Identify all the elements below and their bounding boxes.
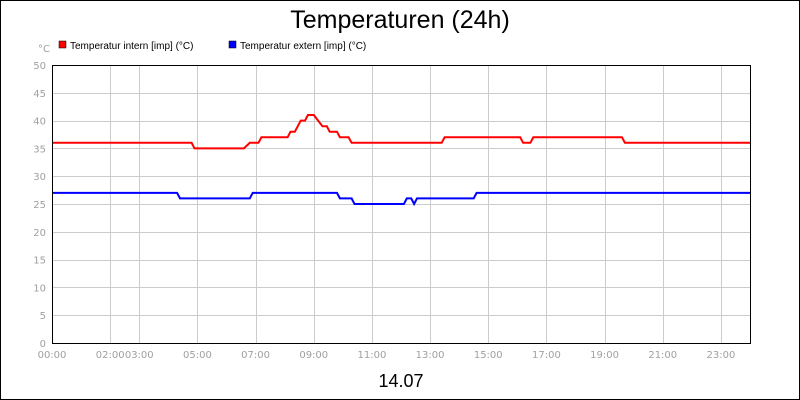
x-tick-label: 19:00	[590, 350, 619, 361]
legend: Temperatur intern [imp] (°C) Temperatur e…	[58, 40, 366, 52]
series-lines	[52, 114, 750, 207]
x-tick-label: 21:00	[648, 350, 677, 361]
chart-title: Temperaturen (24h)	[290, 6, 510, 34]
legend-swatch	[58, 40, 67, 49]
x-tick-label: 02:00	[96, 350, 125, 361]
y-tick-label: 45	[33, 89, 46, 100]
y-tick-label: 10	[33, 283, 46, 294]
plot-border	[52, 65, 751, 344]
y-axis-unit: °C	[38, 44, 50, 55]
legend-swatch	[228, 40, 237, 49]
legend-label: Temperatur extern [imp] (°C)	[240, 41, 366, 52]
y-tick-label: 30	[33, 172, 46, 183]
x-tick-label: 17:00	[532, 350, 561, 361]
y-axis-ticks: 0 5 10 15 20 25 30 35 40 45 50	[33, 61, 46, 350]
y-tick-label: 35	[33, 144, 46, 155]
y-tick-label: 40	[33, 117, 46, 128]
x-tick-label: 13:00	[416, 350, 445, 361]
x-tick-label: 09:00	[299, 350, 328, 361]
y-tick-label: 25	[33, 200, 46, 211]
legend-label: Temperatur intern [imp] (°C)	[70, 41, 193, 52]
y-tick-label: 20	[33, 228, 46, 239]
y-tick-label: 5	[40, 311, 46, 322]
series-line-1	[52, 114, 750, 150]
x-tick-label: 05:00	[183, 350, 212, 361]
x-tick-label: 11:00	[358, 350, 387, 361]
y-tick-label: 15	[33, 256, 46, 267]
x-tick-label: 07:00	[241, 350, 270, 361]
y-tick-label: 50	[33, 61, 46, 72]
y-tick-label: 0	[40, 339, 46, 350]
x-axis-ticks: 00:00 02:00 03:00 05:00 07:00 09:00 11:00 13:00…	[38, 350, 736, 361]
x-tick-label: 15:00	[474, 350, 503, 361]
x-tick-label: 00:00	[38, 350, 67, 361]
x-tick-label: 03:00	[125, 350, 154, 361]
x-axis-date-label: 14.07	[378, 371, 423, 391]
series-line-2	[52, 191, 750, 207]
x-tick-label: 23:00	[707, 350, 736, 361]
